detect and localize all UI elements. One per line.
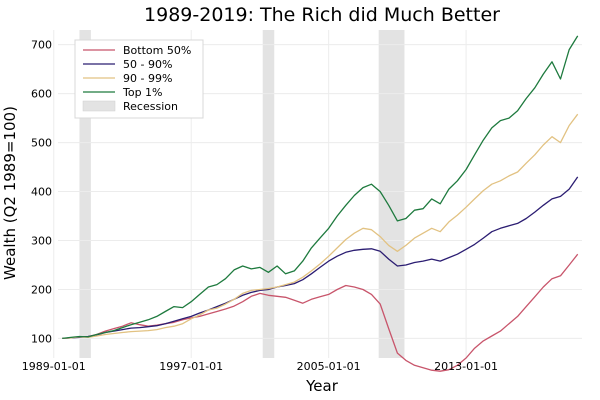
recession-band-1: [262, 30, 275, 358]
y-tick-label: 700: [31, 39, 52, 52]
series-lines: [62, 35, 579, 372]
y-tick-label: 400: [31, 186, 52, 199]
y-tick-label: 100: [31, 332, 52, 345]
legend-label-2: 90 - 99%: [123, 72, 172, 85]
y-axis-title: Wealth (Q2 1989=100): [1, 106, 19, 280]
legend-label-3: Top 1%: [122, 86, 163, 99]
x-tick-label: 1989-01-01: [22, 360, 86, 373]
x-axis-title: Year: [305, 377, 339, 395]
chart-title: 1989-2019: The Rich did Much Better: [144, 4, 500, 26]
recession-band-2: [378, 30, 405, 358]
y-tick-label: 600: [31, 88, 52, 101]
legend-label-recession: Recession: [123, 100, 178, 113]
series-line-2: [62, 113, 579, 340]
legend-label-1: 50 - 90%: [123, 58, 172, 71]
x-tick-label: 2013-01-01: [434, 360, 498, 373]
y-tick-label: 500: [31, 137, 52, 150]
x-tick-label: 2005-01-01: [297, 360, 361, 373]
series-line-3: [62, 35, 579, 340]
legend-label-0: Bottom 50%: [123, 44, 191, 57]
x-tick-label: 1997-01-01: [159, 360, 223, 373]
recession-bands: [79, 30, 405, 358]
recession-band-0: [79, 30, 91, 358]
axes: 100 200 300 400 500 600 700 1989-01-01 1997-01-0…: [22, 39, 498, 373]
legend: Bottom 50%50 - 90%90 - 99%Top 1%Recessio…: [74, 39, 204, 119]
legend-swatch-recession: [82, 100, 116, 112]
y-tick-label: 300: [31, 235, 52, 248]
series-line-1: [62, 176, 579, 340]
y-tick-label: 200: [31, 283, 52, 296]
